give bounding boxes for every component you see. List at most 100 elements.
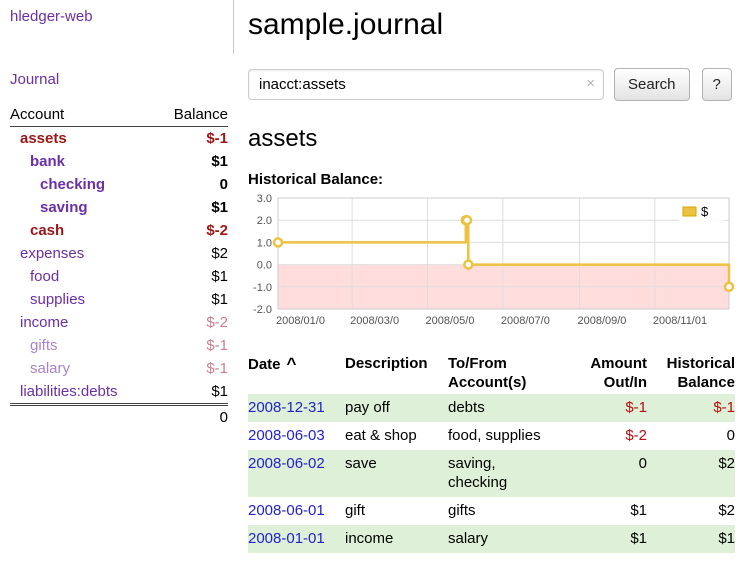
account-header: To/From Account(s) xyxy=(448,355,527,391)
account-row: checking 0 xyxy=(10,173,228,196)
account-balance: $-2 xyxy=(206,314,228,331)
account-row: salary $-1 xyxy=(10,357,228,380)
balance-cell: $1 xyxy=(718,530,735,547)
journal-link[interactable]: Journal xyxy=(10,71,60,88)
svg-text:2008/05/0: 2008/05/0 xyxy=(426,315,475,327)
svg-text:0.0: 0.0 xyxy=(257,260,272,272)
account-row: saving $1 xyxy=(10,196,228,219)
svg-text:2008/11/01: 2008/11/01 xyxy=(653,315,707,327)
register-row: 2008-06-03 eat & shop food, supplies $-2… xyxy=(248,422,735,450)
account-balance: $-2 xyxy=(206,222,228,239)
amount-cell: $1 xyxy=(630,530,647,547)
search-form: × Search ? xyxy=(248,68,735,101)
account-balance: $-1 xyxy=(206,360,228,377)
account-link-income[interactable]: income xyxy=(20,314,69,331)
register-row: 2008-01-01 income salary $1 $1 xyxy=(248,525,735,553)
description-cell: pay off xyxy=(345,399,390,416)
search-input[interactable] xyxy=(248,69,604,100)
description-cell: eat & shop xyxy=(345,427,417,444)
app-title-link[interactable]: hledger-web xyxy=(10,8,93,25)
register-sort-by-date[interactable]: Date ^ xyxy=(248,352,345,394)
balance-cell: $-1 xyxy=(713,399,735,416)
description-cell: save xyxy=(345,455,377,472)
account-row: supplies $1 xyxy=(10,288,228,311)
svg-text:2.0: 2.0 xyxy=(257,215,272,227)
accounts-table: Account Balance assets $-1 bank $1 check… xyxy=(10,104,228,429)
svg-text:-1.0: -1.0 xyxy=(253,282,272,294)
date-link[interactable]: 2008-01-01 xyxy=(248,530,325,547)
date-link[interactable]: 2008-06-01 xyxy=(248,502,325,519)
svg-text:-2.0: -2.0 xyxy=(253,304,272,316)
register-table: Date ^ Description To/From Account(s) Amo… xyxy=(248,352,735,553)
account-link-gifts[interactable]: gifts xyxy=(30,337,58,354)
account-balance: $1 xyxy=(211,153,228,170)
date-link[interactable]: 2008-06-03 xyxy=(248,427,325,444)
amount-cell: $1 xyxy=(630,502,647,519)
balance-col-header: Balance xyxy=(154,104,228,127)
svg-text:2008/01/0: 2008/01/0 xyxy=(276,315,325,327)
account-row: liabilities:debts $1 xyxy=(10,380,228,405)
account-row: cash $-2 xyxy=(10,219,228,242)
balance-cell: $2 xyxy=(718,455,735,472)
account-row: bank $1 xyxy=(10,150,228,173)
account-cell: gifts xyxy=(448,502,476,519)
account-balance: $-1 xyxy=(206,130,228,147)
register-row: 2008-06-02 save saving, checking 0 $2 xyxy=(248,450,735,497)
description-header: Description xyxy=(345,355,428,372)
app-title: hledger-web xyxy=(10,8,228,25)
main-content: sample.journal × Search ? assets Histori… xyxy=(240,0,742,553)
account-row: assets $-1 xyxy=(10,127,228,151)
account-balance: $1 xyxy=(211,268,228,285)
clear-search-icon[interactable]: × xyxy=(586,75,595,92)
account-balance: $1 xyxy=(211,291,228,308)
balance-cell: $2 xyxy=(718,502,735,519)
amount-header: Amount Out/In xyxy=(590,355,647,391)
help-button[interactable]: ? xyxy=(701,68,732,101)
account-balance: $2 xyxy=(211,245,228,262)
accounts-total: 0 xyxy=(154,403,228,429)
svg-text:3.0: 3.0 xyxy=(257,193,272,205)
account-row: income $-2 xyxy=(10,311,228,334)
account-link-salary[interactable]: salary xyxy=(30,360,71,377)
account-cell: saving, checking xyxy=(448,455,508,491)
balance-cell: 0 xyxy=(726,427,735,444)
description-cell: income xyxy=(345,530,394,547)
register-header-row: Date ^ Description To/From Account(s) Amo… xyxy=(248,352,735,394)
account-link-saving[interactable]: saving xyxy=(40,199,88,216)
account-link-checking[interactable]: checking xyxy=(40,176,106,193)
account-balance: $1 xyxy=(211,199,228,216)
account-col-header: Account xyxy=(10,104,155,127)
search-input-wrap: × xyxy=(248,69,604,100)
account-balance: $-1 xyxy=(206,337,228,354)
svg-text:2008/07/0: 2008/07/0 xyxy=(501,315,550,327)
account-balance: $1 xyxy=(211,383,228,400)
account-link-expenses[interactable]: expenses xyxy=(20,245,85,262)
svg-text:2008/03/0: 2008/03/0 xyxy=(350,315,399,327)
svg-text:1.0: 1.0 xyxy=(257,237,272,249)
chart-title: Historical Balance: xyxy=(248,171,384,188)
balance-chart: 3.0 2.0 1.0 0.0 -1.0 -2.0 2008/01/0 2008/03/0 20… xyxy=(253,193,735,327)
account-link-food[interactable]: food xyxy=(30,268,60,285)
register-row: 2008-12-31 pay off debts $-1 $-1 xyxy=(248,394,735,422)
account-row: gifts $-1 xyxy=(10,334,228,357)
date-link[interactable]: 2008-06-02 xyxy=(248,455,325,472)
account-link-cash[interactable]: cash xyxy=(30,222,65,239)
date-link[interactable]: 2008-12-31 xyxy=(248,399,325,416)
account-cell: debts xyxy=(448,399,485,416)
account-link-bank[interactable]: bank xyxy=(30,153,66,170)
account-cell: salary xyxy=(448,530,489,547)
account-link-liabilities-debts[interactable]: liabilities:debts xyxy=(20,383,118,400)
svg-text:$: $ xyxy=(701,204,709,219)
account-row: expenses $2 xyxy=(10,242,228,265)
account-cell: food, supplies xyxy=(448,427,541,444)
amount-cell: $-2 xyxy=(625,427,647,444)
account-link-supplies[interactable]: supplies xyxy=(30,291,86,308)
description-cell: gift xyxy=(345,502,366,519)
svg-text:2008/09/0: 2008/09/0 xyxy=(577,315,626,327)
search-button[interactable]: Search xyxy=(614,68,690,101)
sidebar: hledger-web Journal Account Balance asse… xyxy=(0,0,238,429)
account-heading: assets xyxy=(248,125,318,152)
account-link-assets[interactable]: assets xyxy=(20,130,67,147)
page-title: sample.journal xyxy=(248,8,444,41)
